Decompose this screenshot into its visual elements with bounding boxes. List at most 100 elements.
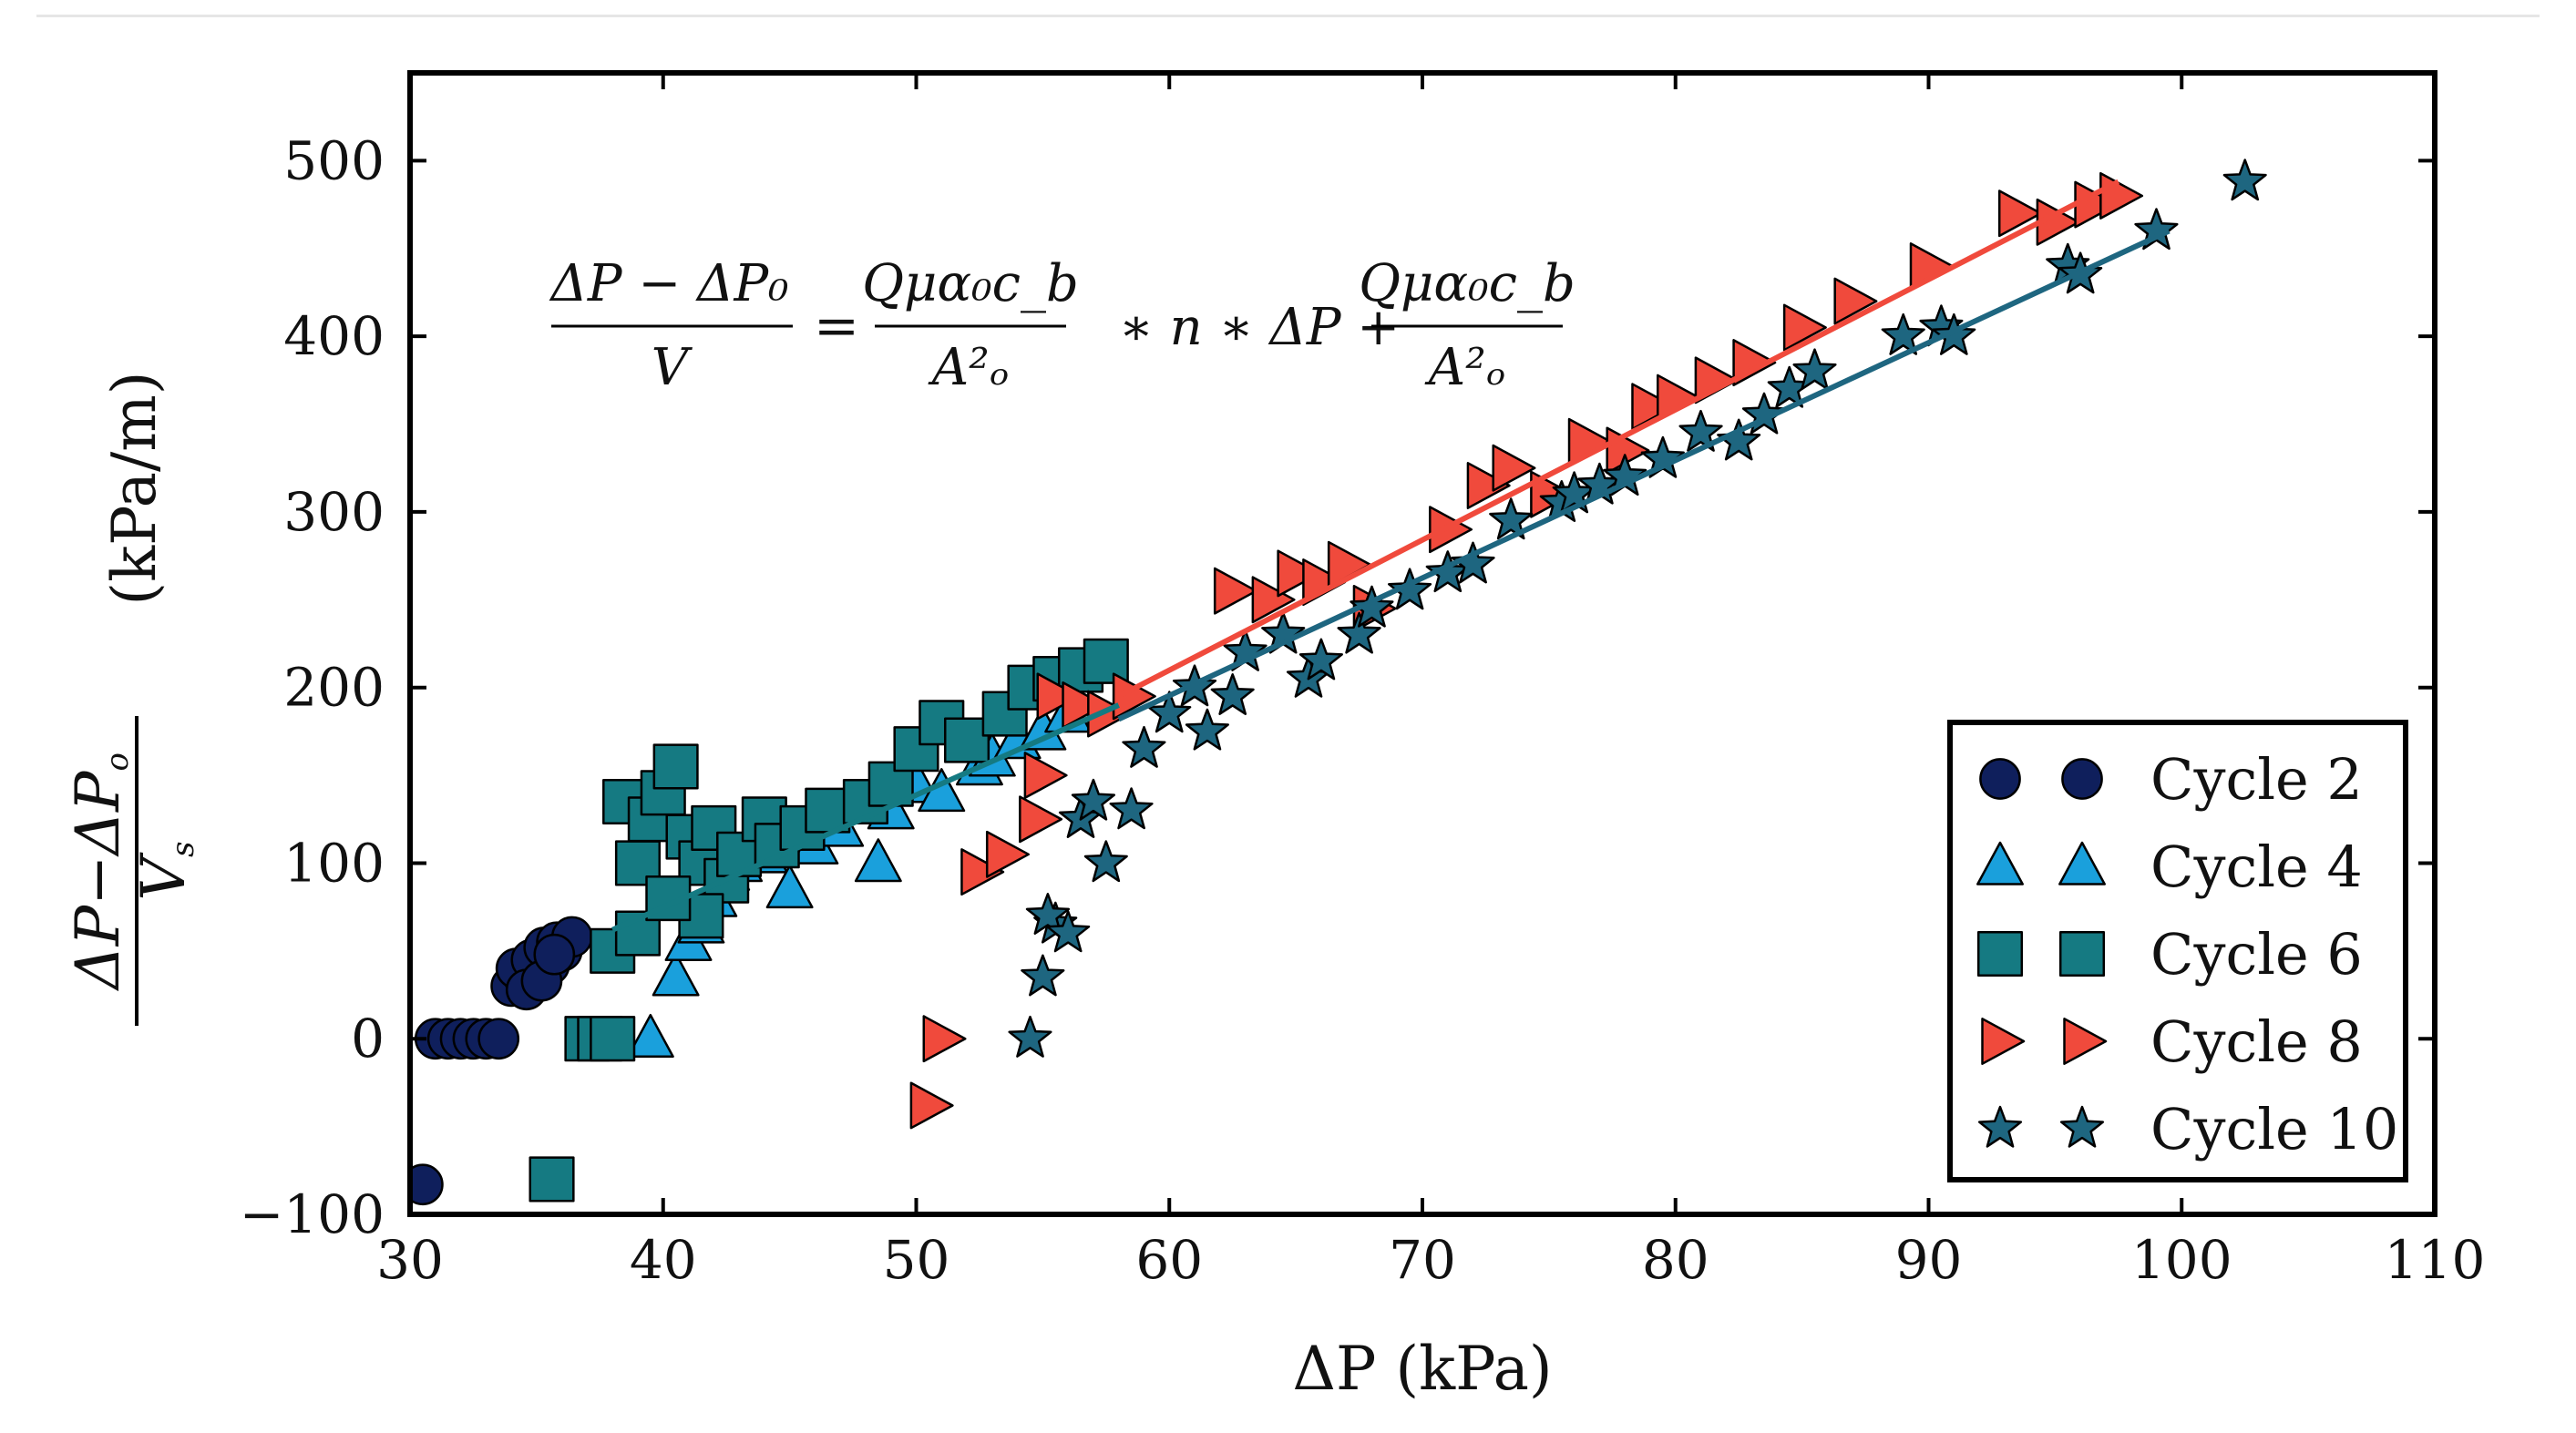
data-point: [1881, 312, 1925, 355]
data-point: [1046, 910, 1091, 953]
y-title-denominator: Vs: [128, 841, 201, 900]
series-cycle-8: [909, 171, 2144, 1130]
data-point: [1112, 672, 1156, 721]
legend-label: Cycle 8: [2150, 1008, 2363, 1075]
legend-label: Cycle 2: [2150, 746, 2363, 813]
y-tick-label: 300: [283, 481, 385, 543]
legend-marker: [2061, 758, 2103, 800]
x-tick-label: 30: [376, 1229, 444, 1291]
data-point: [1350, 585, 1394, 628]
data-point: [909, 1081, 954, 1130]
y-tick-label: 0: [351, 1008, 385, 1070]
data-point: [652, 952, 700, 997]
data-point: [1466, 462, 1511, 509]
legend-item: Cycle 4: [1976, 834, 2363, 900]
data-point: [1021, 954, 1065, 997]
series-cycle-2: [410, 916, 593, 1206]
data-point: [1388, 568, 1432, 610]
fit-lines: [611, 179, 2171, 933]
data-point: [1083, 638, 1129, 684]
y-tick-label: 500: [283, 129, 385, 191]
x-tick-label: 90: [1895, 1229, 1963, 1291]
data-point: [1782, 303, 1827, 352]
data-point: [1451, 541, 1495, 584]
eq-rhs2-denominator: A²ₒ: [1424, 338, 1505, 397]
y-tick-label: 100: [283, 832, 385, 894]
data-point: [1631, 383, 1676, 431]
eq-rhs2-numerator: Qμα₀c_b: [1359, 254, 1575, 313]
data-point: [1492, 444, 1536, 492]
data-point: [1071, 778, 1116, 821]
data-point: [1741, 392, 1787, 435]
data-point: [1251, 576, 1296, 624]
legend-marker: [1976, 841, 2024, 885]
data-point: [1122, 725, 1166, 768]
data-point: [1008, 1015, 1052, 1058]
data-point: [1023, 752, 1068, 800]
data-point: [1062, 681, 1106, 729]
data-point: [2134, 208, 2179, 251]
series-cycle-10: [1008, 159, 2267, 1058]
data-point: [410, 1163, 444, 1206]
y-axis-title: ΔP−ΔPo Vs (kPa/m): [63, 371, 201, 1026]
y-axis-ticks: −100 0 100 200 300 400 500: [240, 129, 2435, 1245]
eq-lhs-denominator: V: [652, 338, 693, 397]
fit-line: [1117, 179, 2120, 699]
eq-middle: ∗ n ∗ ΔP +: [1119, 298, 1400, 357]
data-point: [922, 1015, 967, 1063]
legend-item: Cycle 8: [1981, 1008, 2363, 1075]
data-point: [1337, 611, 1381, 654]
data-point: [854, 838, 902, 883]
equation-annotation: ΔP − ΔP₀ V = Qμα₀c_b A²ₒ ∗ n ∗ ΔP + Qμα₀…: [549, 254, 1575, 397]
data-point: [1567, 417, 1612, 466]
legend-box: [1947, 720, 2408, 1182]
data-point: [2222, 159, 2267, 201]
data-point: [985, 830, 1030, 878]
data-point: [533, 933, 576, 976]
legend-marker: [1981, 1018, 2026, 1065]
top-divider: [36, 15, 2540, 17]
data-point: [590, 1016, 636, 1062]
data-point: [1909, 242, 1954, 290]
legend-marker: [1976, 930, 2024, 978]
legend: Cycle 2 Cycle 4 Cycle 6 Cycle 8 Cycle 10: [1947, 720, 2408, 1182]
legend-marker: [1977, 1105, 2023, 1148]
y-tick-label: −100: [240, 1183, 385, 1245]
y-tick-label: 400: [283, 305, 385, 367]
data-point: [805, 787, 851, 834]
data-point: [1792, 348, 1837, 391]
legend-label: Cycle 4: [2150, 834, 2363, 900]
data-point: [1019, 795, 1063, 844]
data-point: [2099, 171, 2144, 220]
x-tick-label: 50: [883, 1229, 950, 1291]
data-point: [652, 743, 699, 790]
data-point: [1109, 787, 1154, 830]
x-tick-label: 40: [630, 1229, 697, 1291]
data-point: [1210, 673, 1255, 715]
data-point: [960, 848, 1005, 896]
data-point: [1489, 497, 1534, 540]
legend-marker: [2059, 1105, 2105, 1148]
data-point: [529, 1156, 575, 1203]
x-tick-label: 60: [1135, 1229, 1203, 1291]
data-point: [765, 865, 814, 909]
legend-marker: [1979, 758, 2021, 800]
legend-label: Cycle 10: [2150, 1096, 2398, 1162]
data-point: [1678, 409, 1723, 452]
legend-label: Cycle 6: [2150, 921, 2363, 988]
data-point: [1213, 567, 1257, 615]
fit-line: [611, 702, 1120, 933]
x-tick-label: 100: [2131, 1229, 2232, 1291]
data-point: [1083, 840, 1128, 883]
y-tick-label: 200: [283, 657, 385, 719]
data-point: [1185, 708, 1229, 751]
data-point: [1997, 189, 2042, 238]
x-axis-title: ΔP (kPa): [1292, 1334, 1552, 1404]
x-tick-label: 80: [1642, 1229, 1709, 1291]
legend-item: Cycle 6: [1976, 921, 2363, 988]
legend-marker: [2058, 930, 2106, 978]
data-point: [1025, 893, 1071, 935]
data-point: [1277, 549, 1321, 598]
x-tick-label: 70: [1389, 1229, 1456, 1291]
